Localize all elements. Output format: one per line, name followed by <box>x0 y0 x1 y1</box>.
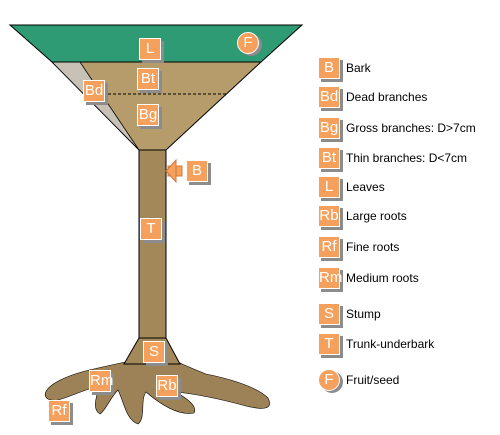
legend-item: Bd Dead branches <box>318 86 427 108</box>
legend-tag: Bd <box>318 86 340 108</box>
bark-arrow-icon <box>165 158 183 184</box>
legend-item: Bt Thin branches: D<7cm <box>318 147 467 169</box>
legend-label: Leaves <box>346 180 385 194</box>
legend-item: Bg Gross branches: D>7cm <box>318 117 476 139</box>
legend-item: L Leaves <box>318 176 385 198</box>
legend-label: Stump <box>346 307 381 321</box>
medium-roots-tag: Rm <box>89 370 113 392</box>
legend-item: Rm Medium roots <box>318 267 419 289</box>
legend-tag: F <box>318 369 340 391</box>
legend-label: Medium roots <box>346 271 419 285</box>
legend-tag: L <box>318 176 340 198</box>
large-roots-tag: Rb <box>156 375 178 397</box>
legend-item: T Trunk-underbark <box>318 333 434 355</box>
fruit-tag: F <box>237 32 259 54</box>
legend-tag: Bg <box>318 117 340 139</box>
legend-tag: Bt <box>318 147 340 169</box>
trunk-tag: T <box>140 218 162 240</box>
legend-label: Large roots <box>346 209 407 223</box>
gross-branches-tag: Bg <box>137 104 159 126</box>
legend-tag: Rm <box>318 267 342 289</box>
legend-tag: T <box>318 333 340 355</box>
dead-branches-tag: Bd <box>83 80 105 102</box>
trunk-shape <box>138 149 167 339</box>
legend-item: F Fruit/seed <box>318 369 399 391</box>
legend-label: Fine roots <box>346 240 400 254</box>
legend-item: B Bark <box>318 57 371 79</box>
thin-branches-tag: Bt <box>137 68 159 90</box>
legend-label: Thin branches: D<7cm <box>346 151 468 165</box>
legend-label: Fruit/seed <box>346 373 400 387</box>
legend-item: Rf Fine roots <box>318 236 399 258</box>
legend-item: Rb Large roots <box>318 205 407 227</box>
bark-tag: B <box>186 160 208 182</box>
legend-tag: S <box>318 303 340 325</box>
legend-label: Gross branches: D>7cm <box>346 121 476 135</box>
legend-tag: Rf <box>318 236 340 258</box>
legend-label: Dead branches <box>346 90 428 104</box>
legend-label: Trunk-underbark <box>346 337 435 351</box>
legend-item: S Stump <box>318 303 381 325</box>
leaves-tag: L <box>139 38 161 60</box>
legend-label: Bark <box>346 61 371 75</box>
fine-roots-tag: Rf <box>48 400 70 422</box>
legend-tag: B <box>318 57 340 79</box>
legend-tag: Rb <box>318 205 340 227</box>
stump-tag: S <box>143 341 165 363</box>
